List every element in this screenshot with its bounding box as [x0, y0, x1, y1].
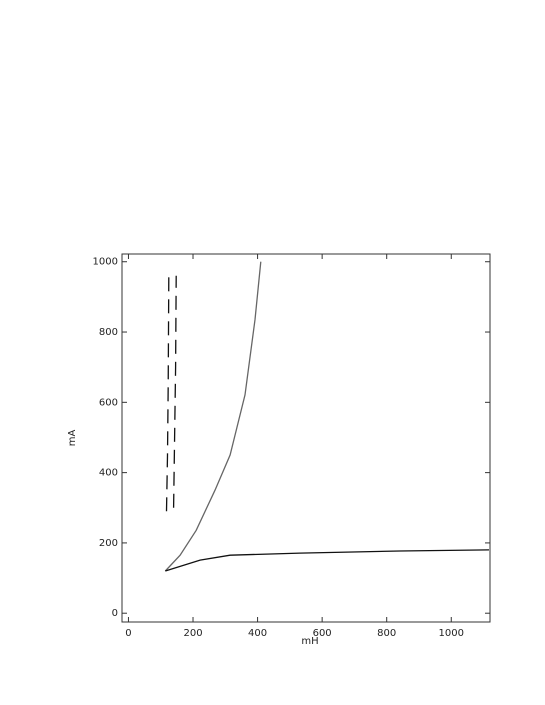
x-tick-label: 400 [248, 628, 267, 639]
line-series [165, 549, 490, 572]
y-tick-label: 800 [99, 327, 118, 338]
plot-frame [121, 253, 491, 623]
y-tick-label: 400 [99, 468, 118, 479]
y-axis-label: mA [67, 430, 78, 447]
line-series [172, 275, 177, 508]
x-tick-label: 600 [313, 628, 332, 639]
x-axis-label: mH [301, 636, 318, 647]
line-series [165, 275, 170, 512]
line-series [164, 261, 262, 572]
y-tick-label: 0 [112, 608, 118, 619]
x-tick-label: 0 [125, 628, 131, 639]
y-tick-label: 200 [99, 538, 118, 549]
x-tick-label: 200 [183, 628, 202, 639]
y-tick-label: 1000 [93, 257, 118, 268]
x-tick-label: 1000 [439, 628, 464, 639]
x-tick-label: 800 [377, 628, 396, 639]
y-tick-label: 600 [99, 397, 118, 408]
